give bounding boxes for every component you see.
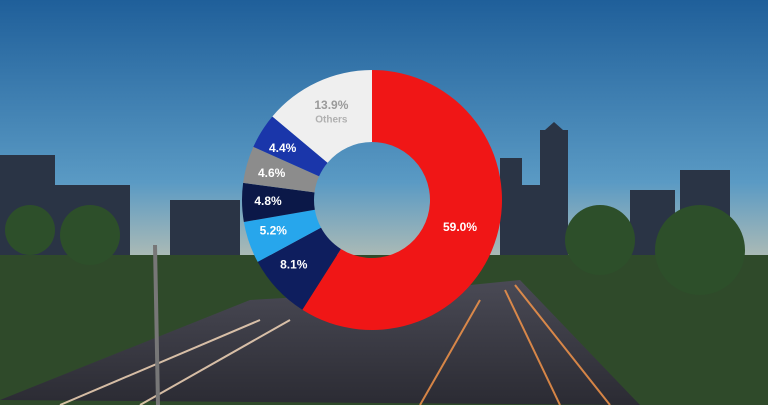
highway	[0, 280, 640, 405]
value-label: 4.6%	[258, 166, 286, 180]
light-trails	[59, 284, 611, 405]
donut-slice	[243, 146, 320, 193]
lamp-post	[153, 244, 160, 405]
value-label: 4.4%	[269, 141, 297, 155]
donut-slice	[253, 116, 328, 177]
donut-slice	[242, 182, 315, 222]
donut-chart: 59.0% 8.1% 5.2% 4.8% 4.6% 4.4% 13.9% Others	[242, 70, 502, 330]
donut-slice	[272, 70, 372, 163]
trees	[5, 205, 745, 295]
donut-slice	[302, 70, 502, 330]
donut-slice	[243, 209, 321, 262]
value-label: 8.1%	[280, 258, 308, 272]
value-label: 13.9%	[314, 98, 348, 112]
category-label: Others	[315, 115, 348, 126]
value-label: 59.0%	[443, 220, 477, 234]
value-label: 4.8%	[254, 194, 282, 208]
donut-slice	[257, 227, 341, 310]
value-label: 5.2%	[260, 224, 288, 238]
